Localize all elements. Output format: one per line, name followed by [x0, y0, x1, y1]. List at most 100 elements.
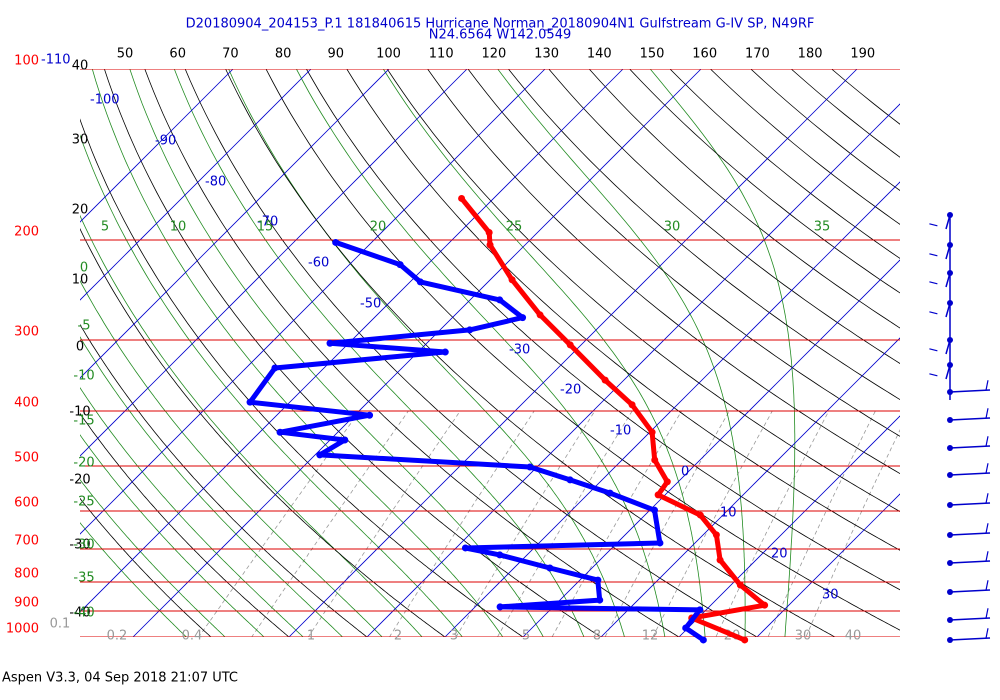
isotherm — [80, 69, 234, 223]
barb-staff — [949, 472, 991, 476]
barb-feather — [985, 580, 989, 591]
profile-point — [485, 228, 493, 236]
dry-adiabat-label: 20 — [72, 203, 89, 218]
barb-staff — [945, 339, 951, 355]
barb-staff — [949, 532, 991, 536]
profile-point — [316, 451, 324, 459]
isotherm-label: -60 — [308, 256, 329, 271]
dry-adiabat-label: -30 — [69, 538, 90, 553]
dry-adiabat — [265, 69, 900, 631]
dry-adiabat — [80, 228, 446, 637]
dry-adiabat-label: 110 — [429, 47, 454, 62]
profile-point — [606, 489, 614, 497]
profile-point — [271, 364, 279, 372]
moist-adiabat — [91, 69, 504, 637]
profile-point — [651, 506, 659, 514]
isotherm-label: -80 — [205, 175, 226, 190]
moist-adiabat-label: 0 — [80, 261, 88, 276]
dry-adiabat-label: 70 — [222, 47, 239, 62]
dry-adiabat-label: 10 — [72, 273, 89, 288]
moist-adiabat — [80, 336, 344, 637]
isotherm — [522, 259, 900, 637]
barb-feather — [929, 311, 938, 315]
profile-point — [246, 398, 254, 406]
mixing-ratio-line — [307, 410, 461, 637]
barb-feather — [929, 253, 938, 257]
mixing-ratio-line — [652, 410, 773, 637]
dry-adiabat-label: 190 — [850, 47, 875, 62]
pressure-label: 100 — [14, 54, 39, 69]
dry-adiabat — [80, 497, 212, 637]
dry-adiabat — [80, 118, 524, 637]
mixing-ratio-label: 5 — [522, 629, 530, 644]
dry-adiabat-label: -40 — [69, 606, 90, 621]
dry-adiabat — [225, 69, 836, 637]
dry-adiabat-label: 50 — [117, 47, 134, 62]
barb-feather — [985, 493, 989, 504]
barb-staff — [945, 272, 951, 288]
labels: 1002003004005006007008009001000-110-100-… — [6, 47, 875, 644]
moist-adiabat — [129, 69, 544, 637]
barb-feather — [929, 223, 938, 227]
moist-adiabat-label: 10 — [170, 220, 187, 235]
isotherm-label: 0 — [681, 465, 689, 480]
dry-adiabat — [346, 69, 900, 551]
profile-point — [696, 606, 704, 614]
moist-adiabat-label: -30 — [73, 538, 94, 553]
moist-adiabat-label: -35 — [73, 571, 94, 586]
barb-staff — [949, 417, 991, 421]
profile-point — [332, 238, 340, 246]
dry-adiabat-label: 140 — [587, 47, 612, 62]
barb-feather — [929, 348, 938, 352]
dry-adiabat — [588, 69, 900, 329]
barb-feather — [985, 380, 989, 391]
barb-feather — [985, 523, 989, 534]
pressure-label: 800 — [14, 566, 39, 581]
dry-adiabat-label: -10 — [69, 405, 90, 420]
moist-adiabat — [80, 387, 304, 637]
profile-point — [366, 411, 374, 419]
profile-point — [712, 531, 720, 539]
moist-adiabat — [80, 134, 463, 637]
moist-adiabat-label: -25 — [73, 495, 94, 510]
isotherm-label: -70 — [257, 215, 278, 230]
moist-adiabat — [80, 522, 187, 637]
barb-staff — [945, 214, 951, 230]
pressure-label: 600 — [14, 495, 39, 510]
moist-adiabat-label: 25 — [506, 220, 523, 235]
dry-adiabat-label: 80 — [275, 47, 292, 62]
isotherm-label: -100 — [90, 93, 120, 108]
barb-feather — [985, 408, 989, 419]
barb-staff — [949, 389, 991, 393]
dry-adiabat-label: 120 — [481, 47, 506, 62]
mixing-ratio-label: 30 — [795, 629, 812, 644]
isotherm-label: -110 — [41, 53, 71, 68]
mixing-ratio-line — [251, 410, 409, 637]
profile-point — [628, 401, 636, 409]
mixing-ratio-line — [388, 410, 535, 637]
profile-point — [508, 276, 516, 284]
profile-point — [596, 596, 604, 604]
pressure-label: 900 — [14, 596, 39, 611]
profile-point — [458, 194, 466, 202]
moist-adiabat-label: 15 — [257, 220, 274, 235]
footer: Aspen V3.3, 04 Sep 2018 21:07 UTC — [2, 671, 238, 686]
isotherm-label: -20 — [560, 383, 581, 398]
barb-feather — [985, 628, 989, 639]
profile-point — [699, 636, 707, 644]
barb-staff — [949, 560, 991, 564]
pressure-label: 1000 — [6, 622, 39, 637]
mixing-ratio-label: 0.1 — [50, 617, 71, 632]
mixing-ratio-label: 40 — [845, 629, 862, 644]
barb-feather — [985, 551, 989, 562]
profile-point — [486, 241, 494, 249]
pressure-label: 300 — [14, 325, 39, 340]
profile-point — [566, 341, 574, 349]
isotherm — [756, 493, 900, 637]
isotherm-label: -90 — [155, 134, 176, 149]
barb-feather — [985, 608, 989, 619]
dry-adiabat — [669, 69, 900, 259]
profile-point — [651, 456, 659, 464]
isotherm-label: -30 — [509, 343, 530, 358]
dry-adiabat — [709, 69, 900, 225]
